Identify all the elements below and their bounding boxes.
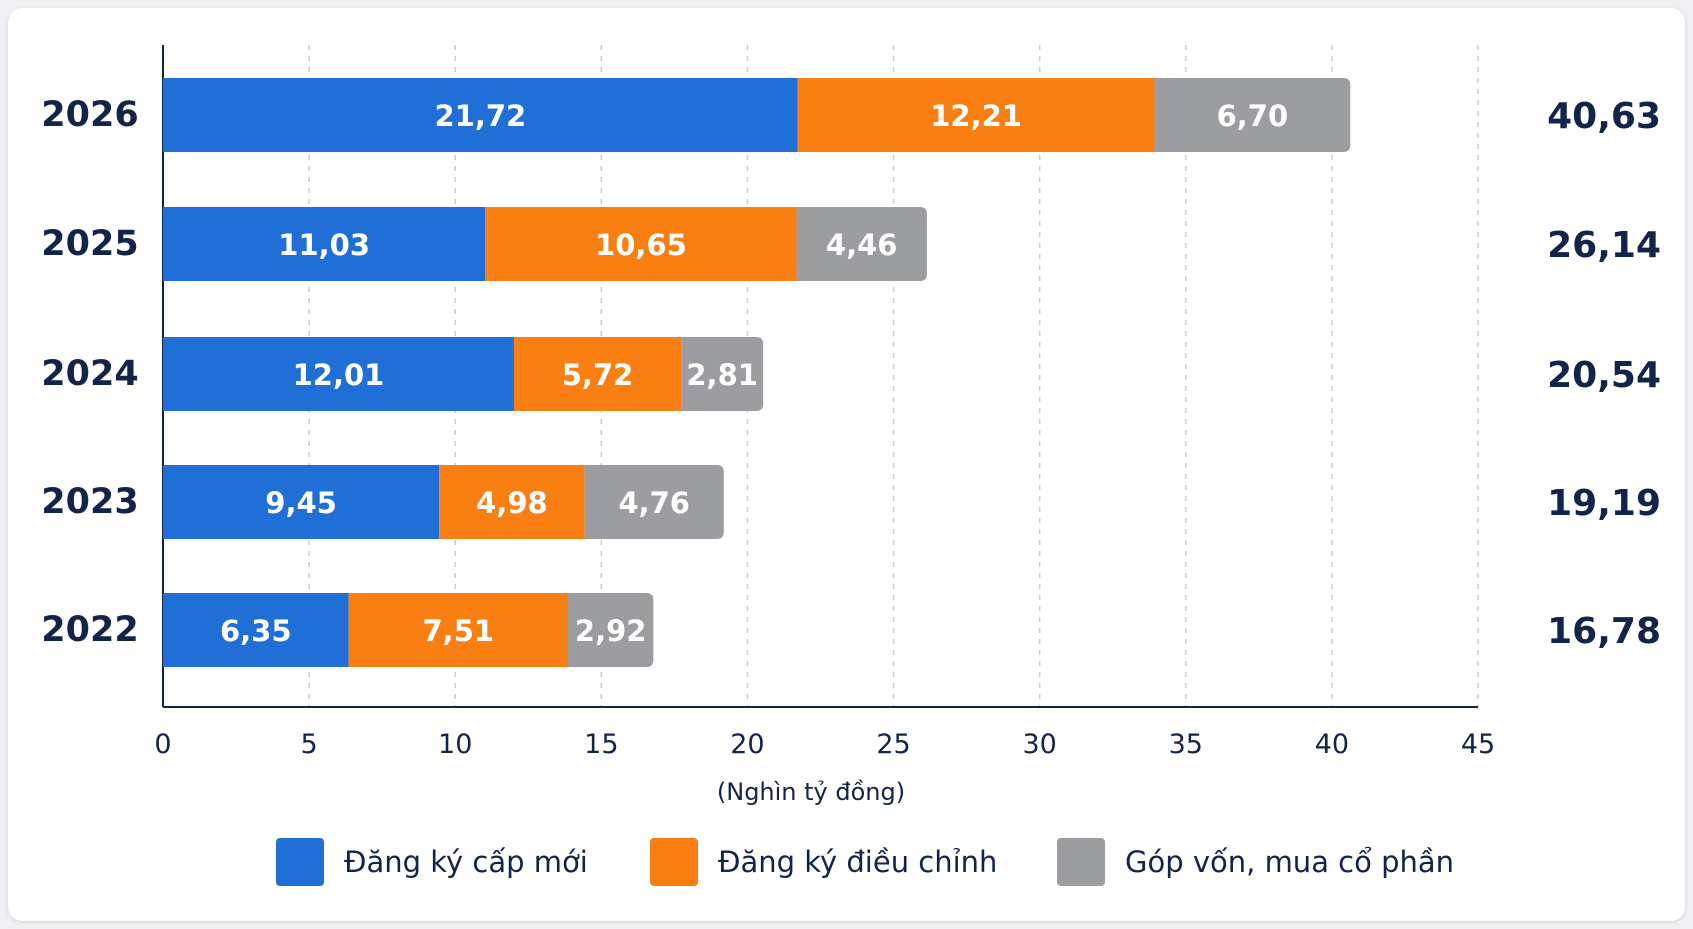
legend-label: Đăng ký điều chỉnh (718, 845, 997, 879)
bar-value-label: 4,76 (618, 486, 690, 520)
chart-card (8, 8, 1685, 921)
bar-segment (348, 593, 569, 667)
bar-value-label: 11,03 (278, 228, 370, 262)
bar-value-label: 12,01 (293, 358, 385, 392)
bar-segment (163, 593, 349, 667)
bar-value-label: 6,35 (220, 614, 292, 648)
category-label: 2024 (41, 354, 138, 394)
legend-swatch (1057, 838, 1105, 886)
bar-value-label: 2,92 (575, 614, 647, 648)
legend-swatch (276, 838, 324, 886)
bar-segment (163, 78, 798, 152)
x-tick-label: 45 (1461, 729, 1495, 760)
x-tick-label: 5 (301, 729, 318, 760)
bar-segment (163, 465, 440, 539)
bar-value-label: 4,46 (826, 228, 898, 262)
x-tick-label: 20 (730, 729, 764, 760)
bar-value-label: 9,45 (265, 486, 337, 520)
bar-segment (797, 78, 1155, 152)
bar-value-label: 10,65 (595, 228, 687, 262)
bar-segment (1154, 78, 1351, 152)
bar-value-label: 2,81 (686, 358, 758, 392)
bar-segment (439, 465, 585, 539)
bar-value-label: 5,72 (562, 358, 634, 392)
total-label: 20,54 (1547, 355, 1661, 396)
bar-segment (163, 207, 486, 281)
bar-segment (796, 207, 927, 281)
bar-value-label: 21,72 (434, 99, 526, 133)
x-tick-label: 25 (876, 729, 910, 760)
bar-segment (568, 593, 654, 667)
category-label: 2022 (41, 610, 138, 650)
total-label: 19,19 (1547, 483, 1661, 524)
bar-segment (513, 337, 682, 411)
category-label: 2026 (41, 95, 138, 135)
x-tick-label: 40 (1315, 729, 1349, 760)
bar-value-label: 12,21 (930, 99, 1022, 133)
bar-segment (485, 207, 797, 281)
x-tick-label: 35 (1169, 729, 1203, 760)
x-tick-label: 0 (154, 729, 171, 760)
bar-value-label: 4,98 (476, 486, 548, 520)
legend-label: Đăng ký cấp mới (344, 845, 588, 879)
legend-swatch (650, 838, 698, 886)
bar-segment (584, 465, 724, 539)
bar-value-label: 6,70 (1217, 99, 1289, 133)
total-label: 40,63 (1547, 96, 1661, 137)
x-tick-label: 15 (584, 729, 618, 760)
bar-segment (163, 337, 514, 411)
x-tick-label: 10 (438, 729, 472, 760)
category-label: 2025 (41, 224, 138, 264)
x-axis-label: (Nghìn tỷ đồng) (717, 778, 905, 806)
legend-label: Góp vốn, mua cổ phần (1125, 845, 1454, 879)
total-label: 26,14 (1547, 225, 1661, 266)
bar-value-label: 7,51 (423, 614, 495, 648)
category-label: 2023 (41, 482, 138, 522)
bar-segment (681, 337, 764, 411)
total-label: 16,78 (1547, 611, 1661, 652)
x-tick-label: 30 (1022, 729, 1056, 760)
